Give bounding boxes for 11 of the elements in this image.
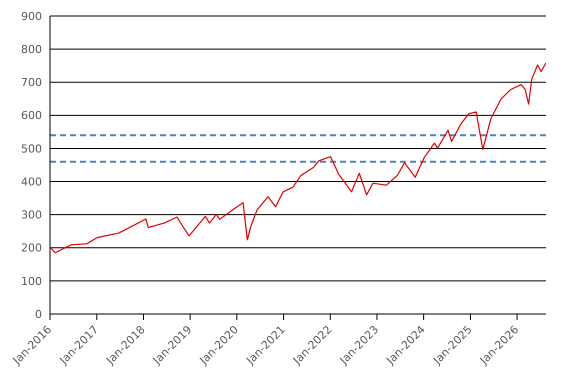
y-tick-label: 600 <box>21 109 42 122</box>
y-tick-label: 700 <box>21 76 42 90</box>
y-tick-label: 100 <box>21 274 42 288</box>
y-tick-label: 200 <box>21 242 42 255</box>
line-series <box>50 62 546 254</box>
y-tick-label: 400 <box>21 175 42 188</box>
y-tick-label: 800 <box>21 43 42 56</box>
y-tick-label: 500 <box>21 142 42 156</box>
y-tick-label: 900 <box>21 10 42 23</box>
y-tick-label: 0 <box>35 308 42 321</box>
y-tick-label: 300 <box>21 208 42 222</box>
